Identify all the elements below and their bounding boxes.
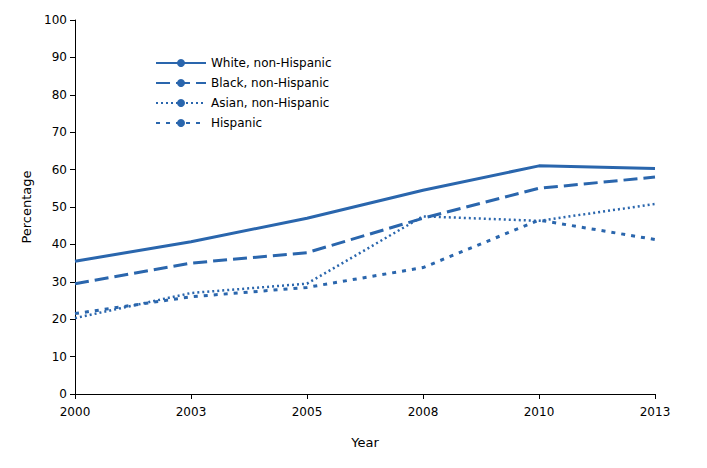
svg-text:80: 80	[52, 88, 67, 102]
svg-text:70: 70	[52, 125, 67, 139]
svg-text:2003: 2003	[176, 405, 207, 419]
svg-text:2005: 2005	[292, 405, 323, 419]
svg-text:100: 100	[44, 13, 67, 27]
svg-text:Asian, non-Hispanic: Asian, non-Hispanic	[211, 96, 329, 110]
svg-text:90: 90	[52, 50, 67, 64]
svg-text:10: 10	[52, 350, 67, 364]
svg-text:2010: 2010	[524, 405, 555, 419]
svg-text:2000: 2000	[60, 405, 91, 419]
svg-text:60: 60	[52, 163, 67, 177]
svg-text:40: 40	[52, 237, 67, 251]
svg-text:30: 30	[52, 275, 67, 289]
svg-text:Black, non-Hispanic: Black, non-Hispanic	[211, 76, 329, 90]
svg-text:20: 20	[52, 312, 67, 326]
svg-text:0: 0	[59, 387, 67, 401]
svg-text:2008: 2008	[408, 405, 439, 419]
svg-text:Year: Year	[350, 435, 379, 450]
svg-text:Percentage: Percentage	[19, 170, 34, 243]
svg-text:White, non-Hispanic: White, non-Hispanic	[211, 56, 332, 70]
svg-text:50: 50	[52, 200, 67, 214]
svg-text:2013: 2013	[640, 405, 671, 419]
svg-text:Hispanic: Hispanic	[211, 116, 262, 130]
